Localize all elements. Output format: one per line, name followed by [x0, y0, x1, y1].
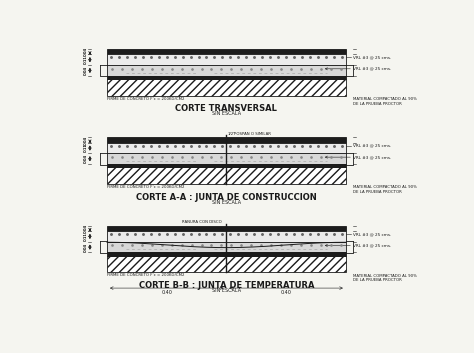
- Text: 1/2": 1/2": [227, 132, 235, 136]
- Text: 0.04: 0.04: [84, 243, 88, 252]
- Text: 0.04: 0.04: [84, 243, 88, 252]
- Text: 0.11: 0.11: [84, 144, 88, 152]
- Text: CORTE A-A : JUNTA DE CONSTRUCCION: CORTE A-A : JUNTA DE CONSTRUCCION: [136, 193, 317, 202]
- Bar: [107, 242, 346, 252]
- Text: MATERIAL COMPACTADO AL 90%
DE LA PRUEBA PROCTOR: MATERIAL COMPACTADO AL 90% DE LA PRUEBA …: [353, 274, 417, 282]
- Text: CORTE B-B : JUNTA DE TEMPERATURA: CORTE B-B : JUNTA DE TEMPERATURA: [138, 281, 314, 290]
- Bar: [107, 154, 346, 164]
- Text: POSPAN O SIMILAR: POSPAN O SIMILAR: [235, 132, 271, 136]
- Text: SIN ESCALA: SIN ESCALA: [212, 200, 241, 205]
- Text: VRL #3 @ 25 cms.: VRL #3 @ 25 cms.: [353, 55, 392, 59]
- Bar: [107, 231, 346, 242]
- Text: 0.11: 0.11: [84, 144, 88, 152]
- Bar: [107, 167, 346, 184]
- Bar: [107, 76, 346, 79]
- Text: 0.11: 0.11: [84, 232, 88, 241]
- Text: VRL #3 @ 25 cms.: VRL #3 @ 25 cms.: [353, 144, 392, 148]
- Text: MATERIAL COMPACTADO AL 90%
DE LA PRUEBA PROCTOR: MATERIAL COMPACTADO AL 90% DE LA PRUEBA …: [353, 185, 417, 194]
- Text: FIRME DE CONCRETO F'c = 200KG/CM2: FIRME DE CONCRETO F'c = 200KG/CM2: [107, 97, 184, 101]
- Bar: [107, 164, 346, 167]
- Bar: [107, 65, 346, 76]
- Text: 0.11: 0.11: [84, 232, 88, 241]
- Text: 0.04: 0.04: [84, 154, 88, 163]
- Text: 0.04: 0.04: [84, 224, 88, 233]
- Text: 0.04: 0.04: [84, 47, 88, 56]
- Text: VRL #3 @ 25 cms.: VRL #3 @ 25 cms.: [353, 244, 392, 247]
- Text: 0.04: 0.04: [84, 224, 88, 233]
- Text: 0.11: 0.11: [84, 55, 88, 64]
- Text: 0.04: 0.04: [84, 136, 88, 145]
- Text: 0.11: 0.11: [84, 55, 88, 64]
- Bar: [107, 137, 346, 143]
- Bar: [107, 256, 346, 272]
- Text: SIN ESCALA: SIN ESCALA: [212, 288, 241, 293]
- Bar: [107, 226, 346, 231]
- Text: 0.40: 0.40: [281, 290, 292, 295]
- Bar: [107, 54, 346, 65]
- Text: VRL #3 @ 25 cms.: VRL #3 @ 25 cms.: [353, 232, 392, 236]
- Text: 0.04: 0.04: [84, 66, 88, 75]
- Text: MATERIAL COMPACTADO AL 90%
DE LA PRUEBA PROCTOR: MATERIAL COMPACTADO AL 90% DE LA PRUEBA …: [353, 97, 417, 106]
- Text: RANURA CON DISCO: RANURA CON DISCO: [182, 220, 223, 230]
- Text: 0.04: 0.04: [84, 66, 88, 75]
- Text: CORTE TRANSVERSAL: CORTE TRANSVERSAL: [175, 104, 277, 113]
- Text: 0.04: 0.04: [84, 136, 88, 145]
- Bar: [107, 79, 346, 96]
- Text: VRL #3 @ 25 cms.: VRL #3 @ 25 cms.: [353, 155, 392, 159]
- Text: FIRME DE CONCRETO F'c = 200KG/CM2: FIRME DE CONCRETO F'c = 200KG/CM2: [107, 185, 184, 189]
- Bar: [107, 49, 346, 54]
- Text: SIN ESCALA: SIN ESCALA: [212, 112, 241, 116]
- Text: FIRME DE CONCRETO F'c = 200KG/CM2: FIRME DE CONCRETO F'c = 200KG/CM2: [107, 273, 184, 277]
- Text: VRL #3 @ 25 cms.: VRL #3 @ 25 cms.: [353, 67, 392, 71]
- Text: 0.04: 0.04: [84, 154, 88, 163]
- Text: 0.40: 0.40: [161, 290, 172, 295]
- Text: 0.04: 0.04: [84, 47, 88, 56]
- Bar: [107, 143, 346, 154]
- Bar: [107, 252, 346, 256]
